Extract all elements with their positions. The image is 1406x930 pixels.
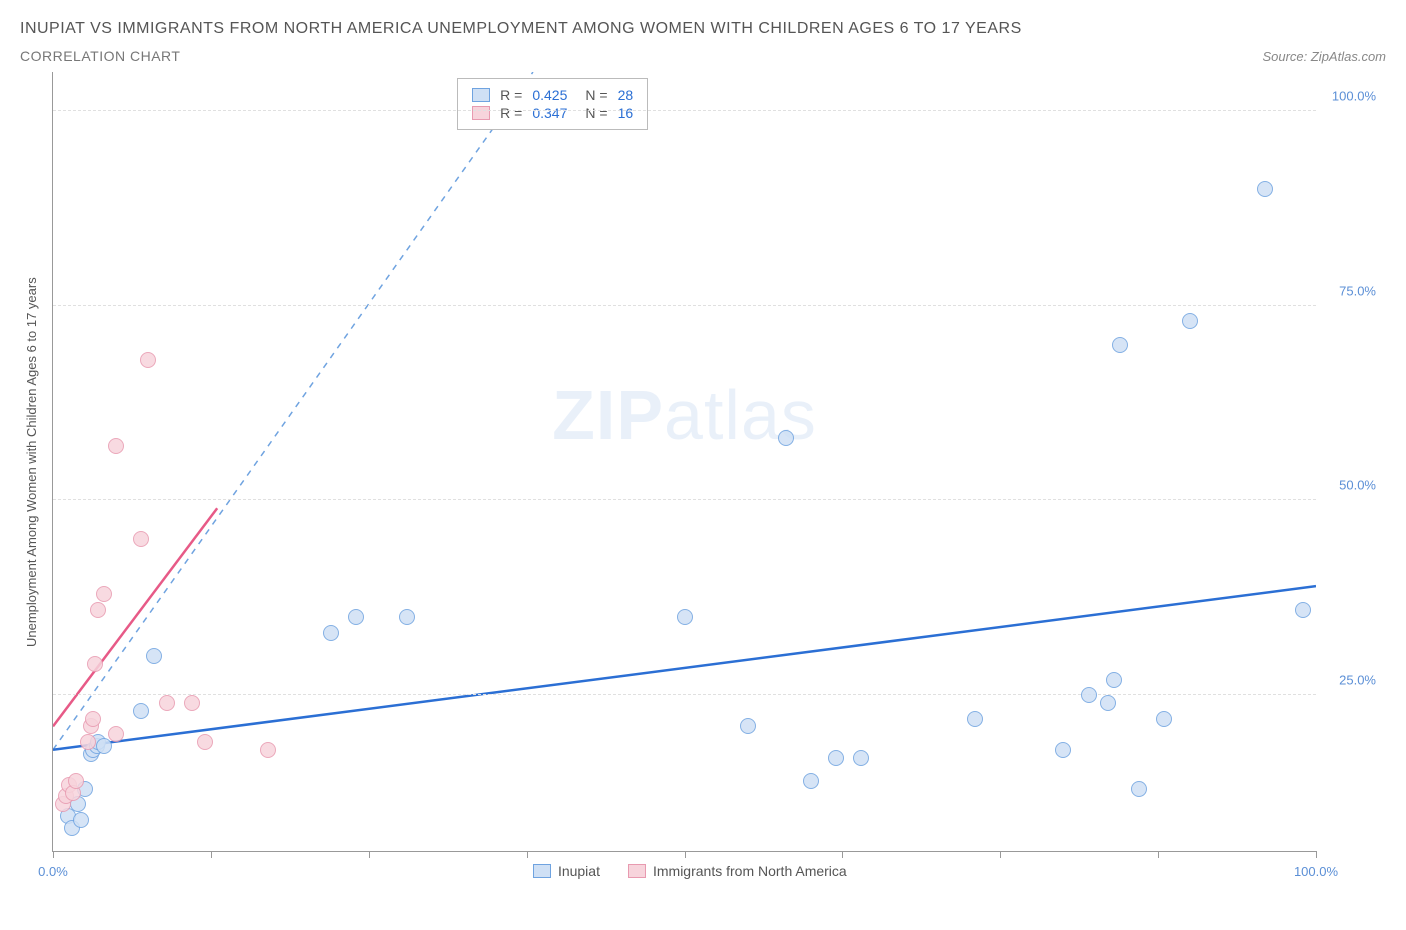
data-point xyxy=(1055,742,1071,758)
trend-line-dashed xyxy=(53,72,533,750)
data-point xyxy=(96,586,112,602)
x-tick xyxy=(1316,851,1317,858)
data-point xyxy=(803,773,819,789)
data-point xyxy=(87,656,103,672)
x-tick xyxy=(527,851,528,858)
data-point xyxy=(90,602,106,618)
data-point xyxy=(133,531,149,547)
data-point xyxy=(73,812,89,828)
data-point xyxy=(80,734,96,750)
data-point xyxy=(1131,781,1147,797)
data-point xyxy=(108,438,124,454)
data-point xyxy=(967,711,983,727)
legend-item: Inupiat xyxy=(533,863,600,879)
legend-swatch xyxy=(628,864,646,878)
gridline-horizontal xyxy=(53,694,1316,695)
data-point xyxy=(1106,672,1122,688)
x-tick xyxy=(685,851,686,858)
legend-item: Immigrants from North America xyxy=(628,863,847,879)
data-point xyxy=(1295,602,1311,618)
legend-label: Immigrants from North America xyxy=(653,863,847,879)
data-point xyxy=(1257,181,1273,197)
data-point xyxy=(778,430,794,446)
watermark: ZIPatlas xyxy=(552,375,817,455)
correlation-n-label: N = xyxy=(585,105,607,121)
legend-swatch xyxy=(472,88,490,102)
x-tick xyxy=(842,851,843,858)
correlation-n-value: 16 xyxy=(618,105,634,121)
chart-title: INUPIAT VS IMMIGRANTS FROM NORTH AMERICA… xyxy=(20,20,1386,38)
data-point xyxy=(1182,313,1198,329)
data-point xyxy=(323,625,339,641)
correlation-r-label: R = xyxy=(500,87,522,103)
correlation-box: R = 0.425 N = 28 R = 0.347 N = 16 xyxy=(457,78,648,130)
chart-container: INUPIAT VS IMMIGRANTS FROM NORTH AMERICA… xyxy=(20,20,1386,852)
x-tick xyxy=(211,851,212,858)
data-point xyxy=(828,750,844,766)
data-point xyxy=(740,718,756,734)
legend: Inupiat Immigrants from North America xyxy=(533,863,847,879)
correlation-r-label: R = xyxy=(500,105,522,121)
data-point xyxy=(1112,337,1128,353)
correlation-n-value: 28 xyxy=(618,87,634,103)
x-tick xyxy=(53,851,54,858)
data-point xyxy=(1156,711,1172,727)
correlation-row: R = 0.425 N = 28 xyxy=(472,87,633,103)
correlation-r-value: 0.425 xyxy=(532,87,567,103)
plot-area: ZIPatlas R =0.425N =28R =0.347N =16 Inup… xyxy=(52,72,1316,852)
data-point xyxy=(85,711,101,727)
x-tick-label: 0.0% xyxy=(38,864,68,879)
regression-lines xyxy=(53,72,1316,851)
chart-source: Source: ZipAtlas.com xyxy=(1262,49,1386,64)
subtitle-row: CORRELATION CHART Source: ZipAtlas.com xyxy=(20,48,1386,64)
watermark-bold: ZIP xyxy=(552,376,664,454)
data-point xyxy=(260,742,276,758)
dashed-regression-extension xyxy=(53,72,1316,851)
plot-wrapper: Unemployment Among Women with Children A… xyxy=(20,72,1386,852)
x-tick xyxy=(1158,851,1159,858)
data-point xyxy=(133,703,149,719)
data-point xyxy=(1081,687,1097,703)
data-point xyxy=(159,695,175,711)
data-point xyxy=(68,773,84,789)
x-tick xyxy=(1000,851,1001,858)
y-tick-label: 50.0% xyxy=(1339,478,1376,493)
y-tick-label: 100.0% xyxy=(1332,88,1376,103)
x-tick xyxy=(369,851,370,858)
legend-swatch xyxy=(533,864,551,878)
chart-subtitle: CORRELATION CHART xyxy=(20,48,180,64)
data-point xyxy=(140,352,156,368)
gridline-horizontal xyxy=(53,110,1316,111)
data-point xyxy=(677,609,693,625)
data-point xyxy=(197,734,213,750)
x-tick-label: 100.0% xyxy=(1294,864,1338,879)
data-point xyxy=(853,750,869,766)
data-point xyxy=(96,738,112,754)
y-tick-label: 25.0% xyxy=(1339,673,1376,688)
correlation-row: R = 0.347 N = 16 xyxy=(472,105,633,121)
correlation-n-label: N = xyxy=(585,87,607,103)
gridline-horizontal xyxy=(53,305,1316,306)
y-tick-label: 75.0% xyxy=(1339,283,1376,298)
y-axis-label: Unemployment Among Women with Children A… xyxy=(20,72,44,852)
gridline-horizontal xyxy=(53,499,1316,500)
legend-label: Inupiat xyxy=(558,863,600,879)
watermark-light: atlas xyxy=(664,376,817,454)
data-point xyxy=(184,695,200,711)
correlation-r-value: 0.347 xyxy=(532,105,567,121)
legend-swatch xyxy=(472,106,490,120)
data-point xyxy=(399,609,415,625)
data-point xyxy=(348,609,364,625)
data-point xyxy=(108,726,124,742)
data-point xyxy=(1100,695,1116,711)
data-point xyxy=(146,648,162,664)
